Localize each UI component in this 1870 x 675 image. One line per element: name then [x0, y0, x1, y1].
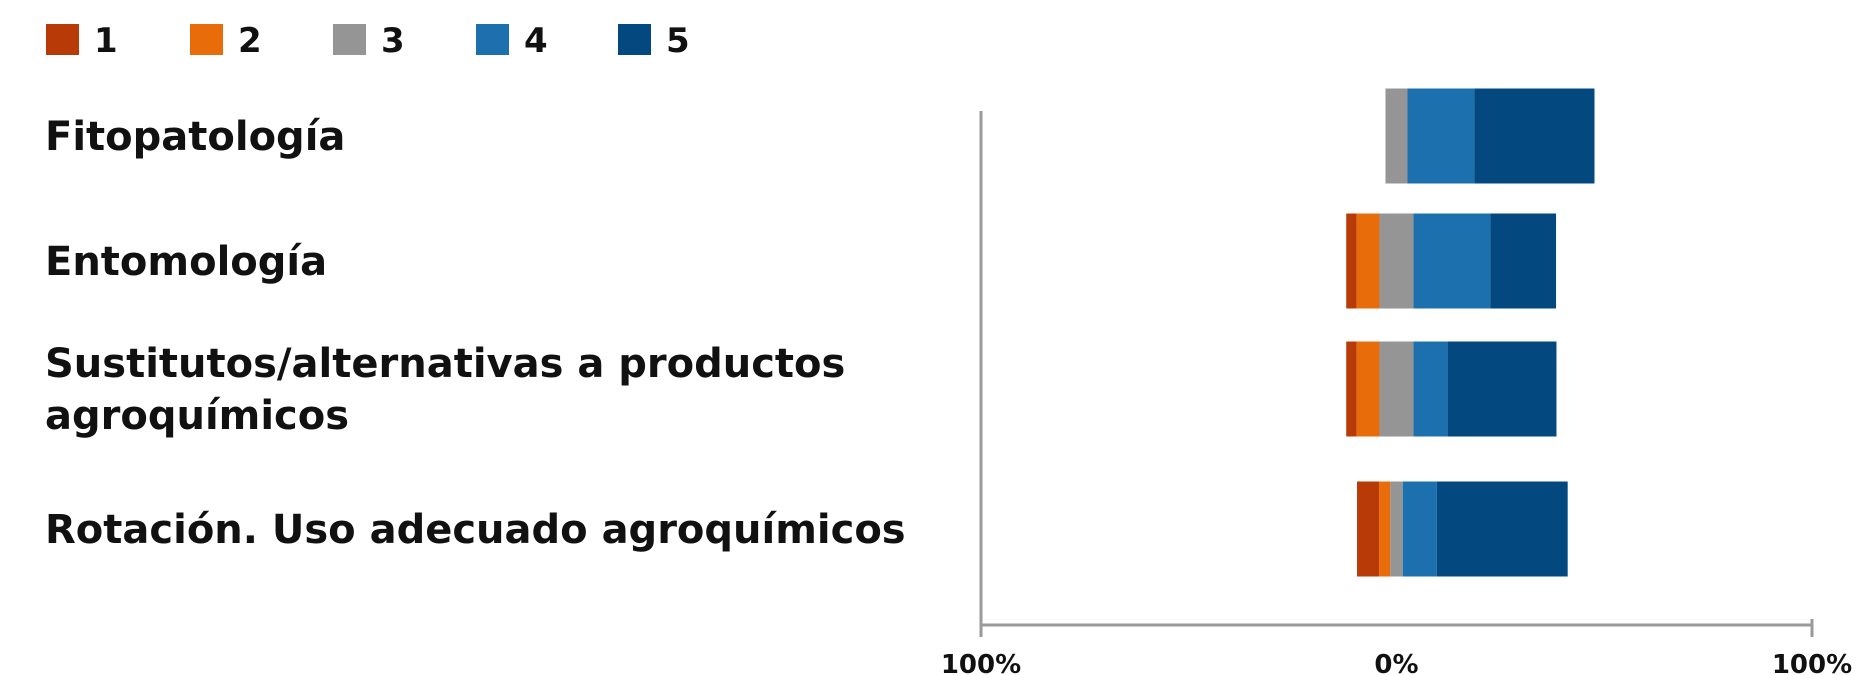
- legend-swatch: [618, 24, 651, 55]
- bar-segment-1: [1346, 213, 1357, 309]
- bar-segment-4: [1407, 88, 1475, 184]
- category-label: Sustitutos/alternativas a productos: [45, 341, 845, 387]
- bar-segment-3: [1385, 88, 1408, 184]
- x-tick-label: 0%: [1374, 650, 1418, 675]
- category-label: Rotación. Uso adecuado agroquímicos: [45, 507, 906, 553]
- x-tick-label: 100%: [1772, 650, 1852, 675]
- bar-segment-5: [1490, 213, 1557, 309]
- legend-swatch: [333, 24, 366, 55]
- legend-label: 5: [666, 21, 690, 61]
- bar-segment-3: [1390, 481, 1403, 577]
- category-label: Fitopatología: [45, 114, 345, 160]
- bar-segment-3: [1379, 213, 1414, 309]
- x-tick-label: 100%: [941, 650, 1021, 675]
- legend-label: 2: [238, 21, 262, 61]
- category-label: agroquímicos: [45, 393, 349, 439]
- bar-segment-2: [1379, 481, 1391, 577]
- legend-label: 1: [94, 21, 118, 61]
- bar-segment-5: [1447, 341, 1557, 437]
- category-label: Entomología: [45, 239, 327, 285]
- bar-segment-3: [1379, 341, 1414, 437]
- bar-segment-4: [1402, 481, 1437, 577]
- bar-segment-1: [1357, 481, 1380, 577]
- bar-segment-1: [1346, 341, 1357, 437]
- legend-swatch: [46, 24, 79, 55]
- legend-swatch: [190, 24, 223, 55]
- bar-segment-4: [1413, 213, 1491, 309]
- bar-segment-2: [1356, 341, 1380, 437]
- legend-label: 4: [524, 21, 548, 61]
- bar-segment-5: [1436, 481, 1568, 577]
- bar-segment-5: [1474, 88, 1595, 184]
- bar-segment-2: [1356, 213, 1380, 309]
- legend-label: 3: [381, 21, 405, 61]
- bar-segment-4: [1413, 341, 1448, 437]
- legend-swatch: [476, 24, 509, 55]
